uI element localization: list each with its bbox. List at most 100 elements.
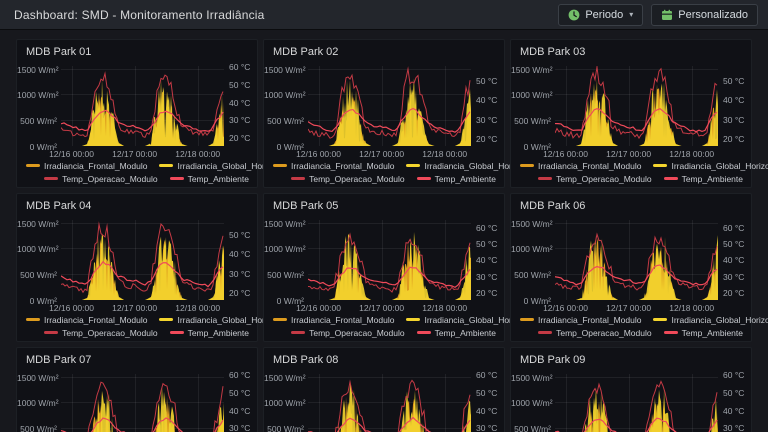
legend-item[interactable]: Temp_Ambiente — [663, 173, 743, 184]
left-axis-tick: 1500 W/m² — [17, 372, 59, 383]
right-axis-tick: 20 °C — [229, 288, 251, 299]
legend-item[interactable]: Irradiancia_Frontal_Modulo — [26, 161, 147, 171]
right-axis-tick: 60 °C — [723, 370, 745, 380]
right-axis-tick: 60 °C — [229, 62, 251, 72]
right-axis-tick: 50 °C — [476, 238, 498, 249]
legend-item[interactable]: Temp_Operacao_Modulo — [538, 328, 652, 338]
right-axis-tick: 60 °C — [723, 222, 745, 233]
panel-title[interactable]: MDB Park 02 — [273, 46, 339, 58]
legend-swatch — [520, 318, 534, 321]
right-axis-tick: 50 °C — [476, 75, 498, 86]
right-axis-tick: 60 °C — [476, 370, 498, 380]
chart-canvas[interactable] — [308, 66, 471, 146]
panel-title[interactable]: MDB Park 05 — [273, 200, 339, 212]
left-axis-tick: 1000 W/m² — [511, 398, 553, 409]
left-axis-tick: 0 W/m² — [29, 296, 57, 306]
right-axis-tick: 40 °C — [723, 95, 745, 106]
chart-panel: MDB Park 09 Irradiancia_Frontal_ModuloIr… — [510, 347, 752, 432]
panel-title[interactable]: MDB Park 01 — [26, 46, 92, 58]
legend-swatch — [416, 177, 431, 180]
legend-item[interactable]: Irradiancia_Global_Horizontal — [159, 315, 289, 325]
legend-label: Temp_Operacao_Modulo — [309, 173, 405, 184]
left-axis-tick: 1000 W/m² — [264, 244, 306, 255]
legend-item[interactable]: Irradiancia_Frontal_Modulo — [273, 161, 394, 171]
panel-title[interactable]: MDB Park 03 — [520, 46, 586, 58]
chart-canvas[interactable] — [555, 374, 718, 432]
legend-swatch — [26, 318, 40, 321]
legend-item[interactable]: Temp_Operacao_Modulo — [44, 328, 158, 338]
chart-canvas[interactable] — [61, 220, 224, 300]
right-axis-tick: 50 °C — [723, 238, 745, 249]
right-axis-tick: 30 °C — [229, 423, 251, 432]
right-axis-tick: 50 °C — [229, 79, 251, 90]
legend-label: Irradiancia_Frontal_Modulo — [538, 314, 642, 325]
legend-item[interactable]: Irradiancia_Frontal_Modulo — [520, 315, 641, 325]
chart-canvas[interactable] — [555, 66, 718, 146]
panel-title[interactable]: MDB Park 07 — [26, 354, 92, 366]
left-axis-tick: 1500 W/m² — [511, 372, 553, 383]
legend-swatch — [291, 331, 306, 334]
header-bar: Dashboard: SMD - Monitoramento Irradiânc… — [0, 0, 768, 30]
legend-item[interactable]: Temp_Operacao_Modulo — [291, 173, 405, 184]
legend-item[interactable]: Temp_Ambiente — [169, 328, 249, 338]
legend-swatch — [663, 331, 678, 334]
left-axis-tick: 0 W/m² — [523, 296, 551, 306]
legend-item[interactable]: Irradiancia_Global_Horizontal — [653, 161, 768, 171]
page-title: Dashboard: SMD - Monitoramento Irradiânc… — [14, 7, 265, 22]
chart-legend-temperature: Temp_Operacao_Modulo Temp_Ambiente — [511, 327, 751, 338]
legend-item[interactable]: Irradiancia_Global_Horizontal — [159, 161, 289, 171]
legend-item[interactable]: Temp_Ambiente — [663, 328, 743, 338]
legend-item[interactable]: Temp_Ambiente — [169, 174, 249, 184]
legend-item[interactable]: Irradiancia_Global_Horizontal — [653, 315, 768, 325]
legend-label: Irradiancia_Frontal_Modulo — [538, 160, 642, 171]
legend-item[interactable]: Temp_Operacao_Modulo — [538, 174, 652, 184]
panel-title[interactable]: MDB Park 04 — [26, 200, 92, 212]
left-axis-tick: 1500 W/m² — [511, 218, 553, 229]
right-axis-tick: 30 °C — [476, 423, 498, 432]
panel-title[interactable]: MDB Park 09 — [520, 354, 586, 366]
panel-title[interactable]: MDB Park 06 — [520, 200, 586, 212]
chart-panel: MDB Park 05 Irradiancia_Frontal_Modulo Ir… — [263, 193, 536, 342]
chart-canvas[interactable] — [61, 374, 224, 432]
right-axis-tick: 40 °C — [476, 405, 498, 416]
chart-canvas[interactable] — [555, 220, 718, 300]
left-axis-tick: 500 W/m² — [20, 424, 57, 432]
legend-swatch — [273, 318, 287, 321]
chevron-down-icon: ▾ — [629, 10, 634, 19]
legend-item[interactable]: Temp_Ambiente — [416, 174, 496, 184]
legend-item[interactable]: Irradiancia_Frontal_Modulo — [273, 315, 394, 325]
chart-canvas[interactable] — [308, 374, 471, 432]
panel-grid: MDB Park 01 Irradiancia_Frontal_Modulo Ir… — [16, 39, 768, 432]
legend-item[interactable]: Irradiancia_Global_Horizontal — [406, 161, 536, 171]
chart-canvas[interactable] — [61, 66, 224, 146]
left-axis-tick: 500 W/m² — [267, 270, 304, 281]
legend-item[interactable]: Temp_Operacao_Modulo — [291, 327, 405, 338]
chart-canvas[interactable] — [308, 220, 471, 300]
legend-swatch — [159, 318, 174, 321]
personalizado-button[interactable]: Personalizado — [651, 3, 758, 26]
periodo-button[interactable]: Periodo ▾ — [558, 3, 644, 26]
panel-title[interactable]: MDB Park 08 — [273, 354, 339, 366]
x-axis-tick: 12/16 00:00 — [296, 149, 341, 159]
legend-label: Temp_Operacao_Modulo — [62, 173, 158, 184]
right-axis-tick: 30 °C — [229, 115, 251, 126]
chart-panel: MDB Park 03 Irradiancia_Frontal_Modulo Ir… — [510, 39, 768, 188]
legend-item[interactable]: Irradiancia_Frontal_Modulo — [26, 315, 147, 325]
left-axis-tick: 1000 W/m² — [17, 90, 59, 101]
x-axis-tick: 12/17 00:00 — [606, 303, 652, 313]
right-axis-tick: 40 °C — [476, 95, 498, 106]
right-axis-tick: 40 °C — [229, 405, 251, 416]
chart-legend-irradiance: Irradiancia_Frontal_Modulo Irradiancia_Gl… — [511, 160, 768, 171]
legend-item[interactable]: Irradiancia_Global_Horizontal — [406, 315, 536, 325]
legend-label: Temp_Operacao_Modulo — [309, 327, 405, 338]
right-axis-tick: 40 °C — [229, 249, 251, 260]
left-axis-tick: 1500 W/m² — [264, 64, 306, 75]
legend-item[interactable]: Irradiancia_Frontal_Modulo — [520, 161, 641, 171]
chart-legend-irradiance: Irradiancia_Frontal_Modulo Irradiancia_Gl… — [17, 160, 289, 171]
left-axis-tick: 1500 W/m² — [17, 218, 59, 229]
legend-item[interactable]: Temp_Operacao_Modulo — [44, 173, 158, 184]
legend-label: Irradiancia_Frontal_Modulo — [291, 160, 395, 171]
legend-item[interactable]: Temp_Ambiente — [416, 328, 496, 338]
legend-label: Temp_Ambiente — [681, 173, 743, 184]
chart-panel: MDB Park 08 Irradiancia_Frontal_ModuloIr… — [263, 347, 505, 432]
